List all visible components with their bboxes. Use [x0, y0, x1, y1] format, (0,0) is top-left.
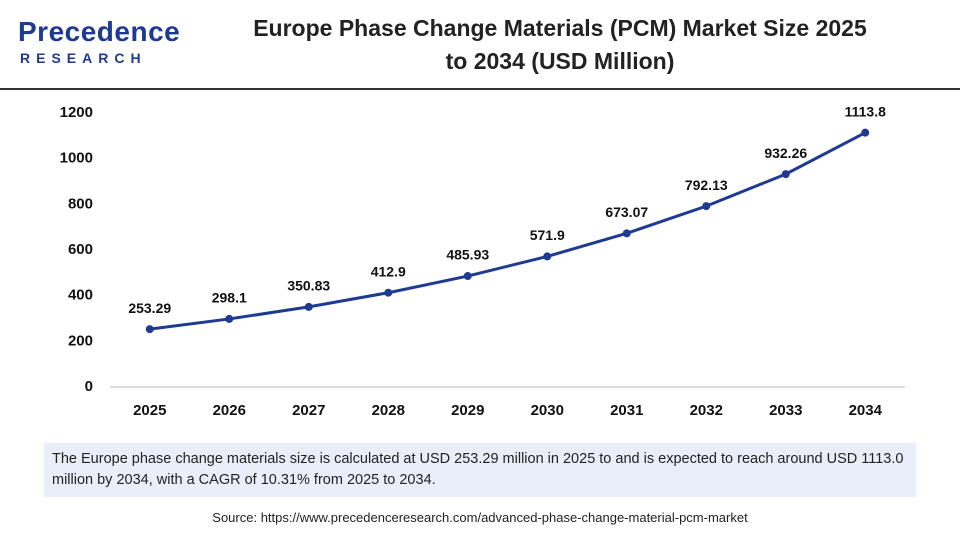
x-tick-label: 2032 [690, 402, 723, 419]
data-label: 571.9 [530, 227, 565, 243]
data-label: 673.07 [605, 204, 648, 220]
logo-tagline: RESEARCH [20, 50, 147, 66]
x-tick-label: 2027 [292, 402, 325, 419]
point [622, 229, 631, 238]
data-label: 350.83 [287, 278, 330, 294]
point [145, 325, 154, 334]
chart: 0 200 400 600 800 1000 1200 2025 2026 2027 2028 202… [60, 103, 905, 419]
y-tick-label: 0 [85, 378, 93, 395]
x-tick-label: 2025 [133, 402, 166, 419]
y-tick-label: 400 [68, 287, 93, 304]
x-tick-label: 2034 [849, 402, 883, 419]
point [781, 170, 790, 179]
data-label: 932.26 [764, 145, 807, 161]
point [543, 252, 552, 261]
description: The Europe phase change materials size i… [44, 443, 916, 497]
point [304, 302, 313, 311]
x-tick-label: 2026 [213, 402, 246, 419]
x-tick-label: 2030 [531, 402, 564, 419]
line [149, 131, 866, 331]
data-label: 298.1 [212, 290, 247, 306]
x-tick-label: 2029 [451, 402, 484, 419]
x-tick-label: 2028 [372, 402, 405, 419]
data-label: 485.93 [446, 247, 489, 263]
y-tick-label: 200 [68, 332, 93, 349]
y-tick-label: 800 [68, 195, 93, 212]
point [384, 288, 393, 297]
y-tick-label: 1200 [60, 104, 93, 121]
logo-name: Precedence [18, 16, 181, 47]
point [861, 128, 870, 137]
point [702, 202, 711, 211]
data-label: 792.13 [685, 177, 728, 193]
data-label: 1113.8 [845, 103, 886, 119]
y-tick-label: 600 [68, 241, 93, 258]
x-tick-label: 2031 [610, 402, 643, 419]
source: Source: https://www.precedenceresearch.c… [212, 510, 748, 525]
data-label: 412.9 [371, 263, 406, 279]
chart-title: Europe Phase Change Materials (PCM) Mark… [253, 15, 867, 74]
x-tick-label: 2033 [769, 402, 802, 419]
data-label: 253.29 [128, 300, 171, 316]
header-rule [0, 88, 960, 90]
point [463, 272, 472, 281]
y-tick-label: 1000 [60, 150, 93, 167]
point [225, 314, 234, 323]
